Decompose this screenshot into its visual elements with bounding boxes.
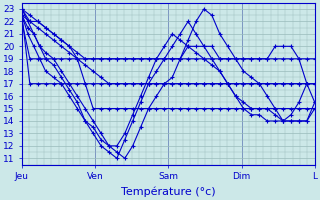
X-axis label: Température (°c): Température (°c) <box>121 187 216 197</box>
